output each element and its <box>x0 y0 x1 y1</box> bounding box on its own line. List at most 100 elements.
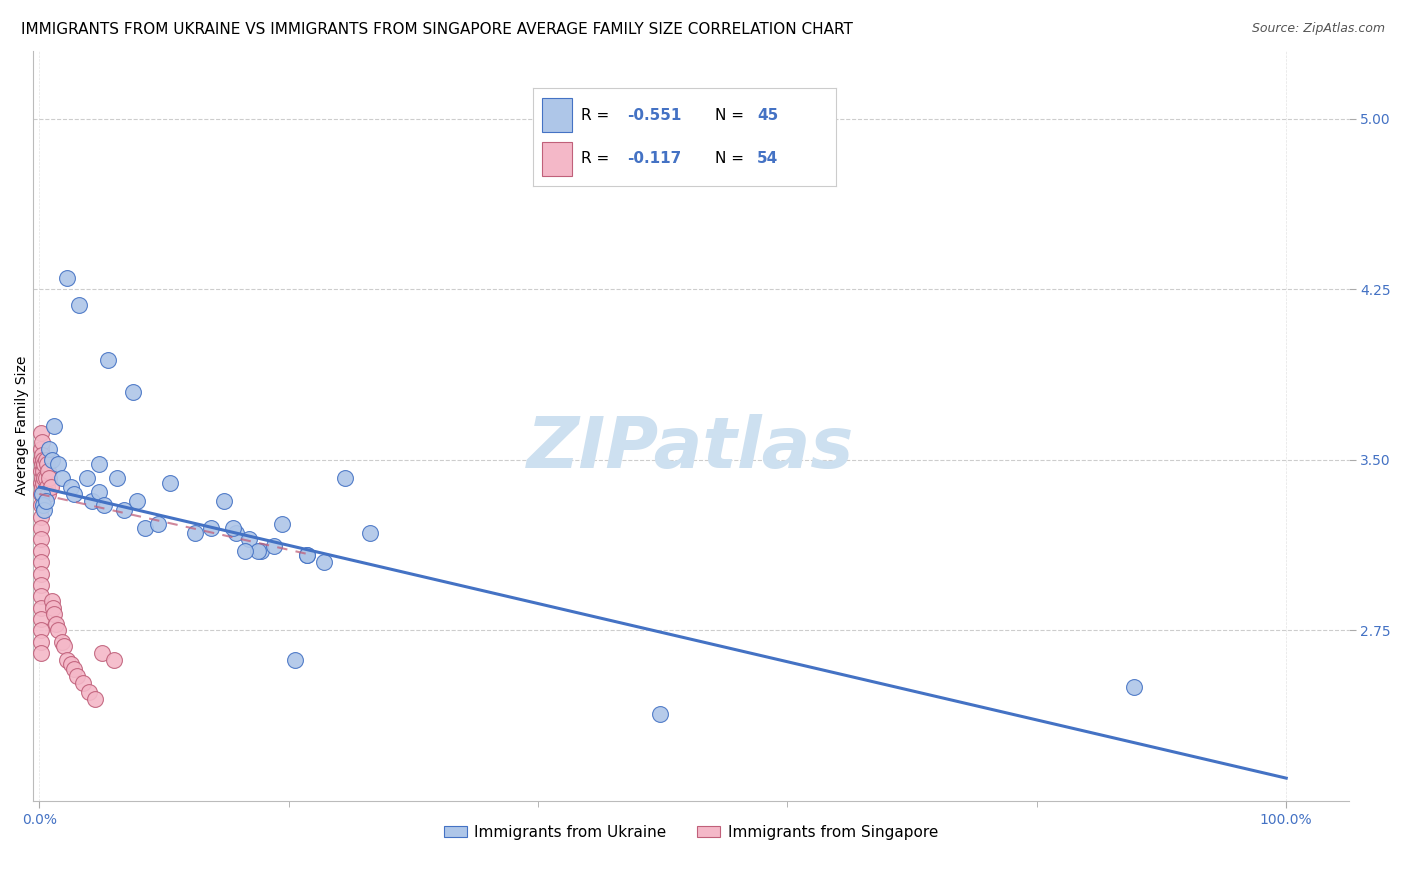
Point <box>284 653 307 667</box>
Point <box>51 471 73 485</box>
Point <box>30 425 52 440</box>
Point <box>159 475 181 490</box>
Point <box>125 493 148 508</box>
Point <box>32 475 55 490</box>
Point <box>34 503 56 517</box>
Point <box>297 549 319 563</box>
Point <box>34 493 56 508</box>
Point <box>30 555 52 569</box>
Point <box>184 525 207 540</box>
Point <box>30 509 52 524</box>
Point <box>30 499 52 513</box>
Point <box>105 471 128 485</box>
Point <box>72 675 94 690</box>
Point <box>45 616 67 631</box>
Point <box>238 533 260 547</box>
Point <box>225 525 247 540</box>
Point <box>121 384 143 399</box>
Point <box>112 503 135 517</box>
Point <box>31 480 53 494</box>
Point <box>84 691 107 706</box>
Point <box>67 298 90 312</box>
Point <box>30 612 52 626</box>
Point <box>31 434 53 449</box>
Point <box>30 578 52 592</box>
Point <box>53 640 76 654</box>
Point <box>650 707 672 722</box>
Point <box>103 653 125 667</box>
Point <box>38 471 60 485</box>
Point <box>30 442 52 456</box>
Point <box>30 589 52 603</box>
Point <box>31 487 53 501</box>
Point <box>63 662 86 676</box>
Point <box>263 539 285 553</box>
Point <box>39 480 62 494</box>
Point <box>30 566 52 581</box>
Point <box>333 471 356 485</box>
Point <box>30 544 52 558</box>
Point <box>44 607 66 622</box>
Point <box>34 471 56 485</box>
Point <box>59 657 82 672</box>
Point <box>233 544 256 558</box>
Point <box>37 464 59 478</box>
Point <box>312 555 335 569</box>
Point <box>31 471 53 485</box>
Point <box>271 516 294 531</box>
Point <box>32 464 55 478</box>
Point <box>37 487 59 501</box>
Point <box>90 646 112 660</box>
Point <box>77 685 100 699</box>
Point <box>212 493 235 508</box>
Point <box>80 493 103 508</box>
Legend: Immigrants from Ukraine, Immigrants from Singapore: Immigrants from Ukraine, Immigrants from… <box>437 819 943 846</box>
Point <box>59 480 82 494</box>
Point <box>44 418 66 433</box>
Point <box>51 634 73 648</box>
Point <box>30 453 52 467</box>
Point <box>31 458 53 472</box>
Point <box>46 624 69 638</box>
Point <box>34 453 56 467</box>
Point <box>93 499 115 513</box>
Text: Source: ZipAtlas.com: Source: ZipAtlas.com <box>1251 22 1385 36</box>
Point <box>30 600 52 615</box>
Point <box>221 521 243 535</box>
Point <box>297 549 319 563</box>
Point <box>55 271 77 285</box>
Point <box>38 442 60 456</box>
Point <box>250 544 273 558</box>
Point <box>35 480 58 494</box>
Point <box>55 653 77 667</box>
Point <box>34 471 56 485</box>
Point <box>1123 680 1146 694</box>
Point <box>76 471 98 485</box>
Point <box>30 487 52 501</box>
Point <box>30 475 52 490</box>
Point <box>41 594 63 608</box>
Point <box>30 634 52 648</box>
Point <box>30 464 52 478</box>
Point <box>200 521 222 535</box>
Point <box>31 448 53 462</box>
Point <box>359 525 381 540</box>
Point <box>42 600 65 615</box>
Point <box>32 453 55 467</box>
Point <box>66 669 89 683</box>
Text: ZIPatlas: ZIPatlas <box>527 414 855 483</box>
Point <box>30 533 52 547</box>
Point <box>41 453 63 467</box>
Point <box>30 646 52 660</box>
Point <box>32 499 55 513</box>
Point <box>246 544 269 558</box>
Text: IMMIGRANTS FROM UKRAINE VS IMMIGRANTS FROM SINGAPORE AVERAGE FAMILY SIZE CORRELA: IMMIGRANTS FROM UKRAINE VS IMMIGRANTS FR… <box>21 22 853 37</box>
Point <box>30 521 52 535</box>
Point <box>46 458 69 472</box>
Point <box>35 458 58 472</box>
Point <box>134 521 156 535</box>
Y-axis label: Average Family Size: Average Family Size <box>15 356 30 495</box>
Point <box>34 458 56 472</box>
Point <box>89 458 111 472</box>
Point <box>97 352 120 367</box>
